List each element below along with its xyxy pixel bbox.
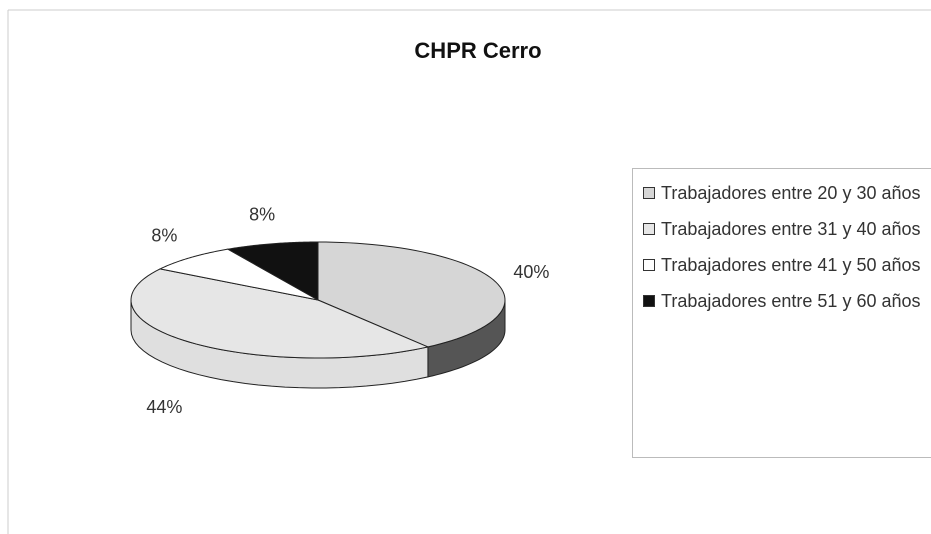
data-label: 8%	[151, 225, 177, 245]
legend-label: Trabajadores entre 41 y 50 años	[661, 255, 921, 275]
slice	[130, 268, 430, 359]
legend-entry: Trabajadores entre 31 y 40 años	[643, 215, 931, 243]
chart-title: CHPR Cerro	[414, 38, 541, 63]
legend-swatch	[643, 187, 655, 199]
legend-swatch	[643, 259, 655, 271]
data-label: 8%	[249, 204, 275, 224]
slice	[317, 241, 506, 348]
legend-swatch	[643, 223, 655, 235]
legend-entry: Trabajadores entre 41 y 50 años	[643, 251, 931, 279]
legend-entry: Trabajadores entre 51 y 60 años	[643, 287, 931, 315]
legend-label: Trabajadores entre 31 y 40 años	[661, 219, 921, 239]
legend-label: Trabajadores entre 20 y 30 años	[661, 183, 921, 203]
legend-entry: Trabajadores entre 20 y 30 años	[643, 179, 931, 207]
legend-swatch	[643, 295, 655, 307]
slice	[158, 248, 319, 301]
data-label: 44%	[146, 397, 182, 417]
slice	[226, 241, 319, 301]
legend-label: Trabajadores entre 51 y 60 años	[661, 291, 921, 311]
data-label: 40%	[513, 262, 549, 282]
legend: Trabajadores entre 20 y 30 años Trabajado…	[632, 168, 931, 458]
